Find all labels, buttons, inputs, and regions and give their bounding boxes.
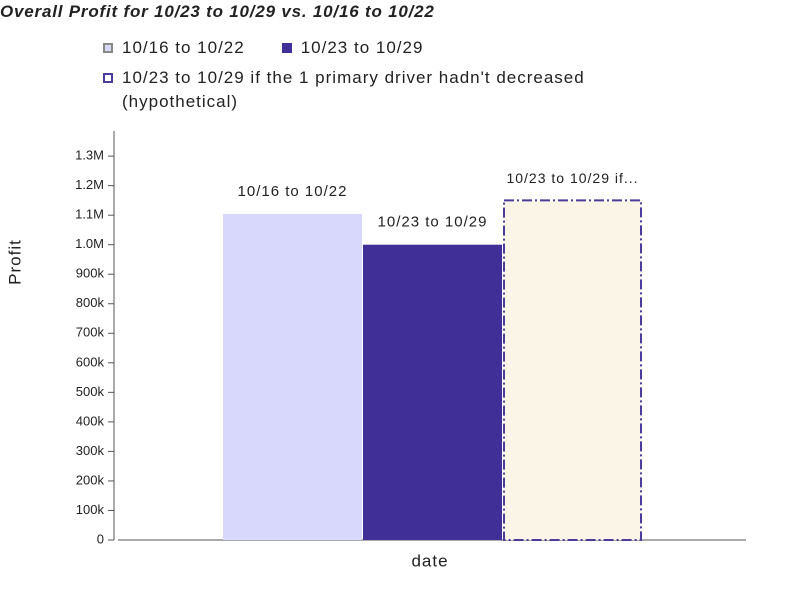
- x-axis-title: date: [411, 551, 448, 570]
- bar-label: 10/23 to 10/29: [378, 214, 488, 231]
- legend-item: 10/23 to 10/29 if the 1 primary driver h…: [100, 66, 640, 114]
- legend-label: 10/16 to 10/22: [122, 38, 245, 57]
- y-tick-label: 700k: [76, 325, 105, 340]
- bar: [363, 244, 502, 540]
- legend: 10/16 to 10/22 10/23 to 10/29 10/23 to 10/…: [100, 36, 660, 120]
- y-tick-label: 900k: [76, 266, 105, 281]
- y-tick-label: 1.1M: [75, 207, 104, 222]
- y-tick-label: 500k: [76, 384, 105, 399]
- y-tick-label: 1.0M: [75, 236, 104, 251]
- y-tick-label: 1.2M: [75, 177, 104, 192]
- legend-swatch: [103, 73, 113, 83]
- legend-item: 10/16 to 10/22: [100, 36, 245, 60]
- y-tick-label: 300k: [76, 443, 105, 458]
- chart-title: Overall Profit for 10/23 to 10/29 vs. 10…: [0, 2, 435, 21]
- legend-swatch: [281, 43, 292, 53]
- legend-item: 10/23 to 10/29: [279, 36, 424, 60]
- bar: [503, 199, 642, 541]
- y-tick-label: 0: [97, 531, 104, 546]
- legend-label: 10/23 to 10/29 if the 1 primary driver h…: [122, 68, 585, 111]
- bar-label: 10/16 to 10/22: [238, 183, 348, 200]
- bar: [223, 213, 362, 540]
- bar-label: 10/23 to 10/29 if...: [506, 170, 638, 186]
- y-tick-label: 100k: [76, 502, 105, 517]
- y-tick-label: 1.3M: [75, 148, 104, 163]
- y-axis-title: Profit: [5, 239, 24, 285]
- y-tick-label: 400k: [76, 413, 105, 428]
- y-tick-label: 600k: [76, 354, 105, 369]
- legend-label: 10/23 to 10/29: [300, 38, 424, 57]
- y-tick-label: 800k: [76, 295, 105, 310]
- y-tick-label: 200k: [76, 472, 105, 487]
- legend-swatch: [103, 43, 113, 53]
